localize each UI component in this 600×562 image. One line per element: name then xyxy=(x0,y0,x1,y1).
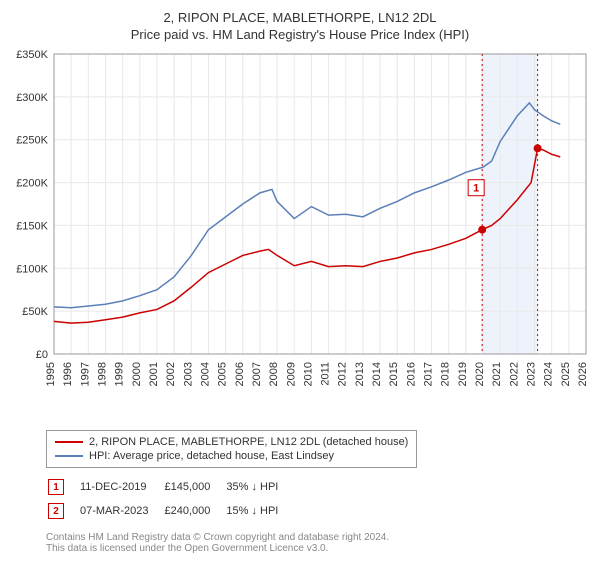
svg-text:2018: 2018 xyxy=(440,362,452,386)
svg-text:2026: 2026 xyxy=(577,362,589,386)
legend-item: 2, RIPON PLACE, MABLETHORPE, LN12 2DL (d… xyxy=(55,435,408,449)
svg-text:2003: 2003 xyxy=(182,362,194,386)
svg-text:1995: 1995 xyxy=(45,362,57,386)
svg-text:£200K: £200K xyxy=(16,178,48,190)
svg-text:2012: 2012 xyxy=(337,362,349,386)
legend-label: 2, RIPON PLACE, MABLETHORPE, LN12 2DL (d… xyxy=(89,436,408,448)
svg-text:£150K: £150K xyxy=(16,220,48,232)
svg-text:2009: 2009 xyxy=(285,362,297,386)
svg-text:2017: 2017 xyxy=(423,362,435,386)
svg-text:1999: 1999 xyxy=(114,362,126,386)
svg-text:£100K: £100K xyxy=(16,263,48,275)
svg-text:£250K: £250K xyxy=(16,135,48,147)
svg-text:£50K: £50K xyxy=(22,306,48,318)
svg-text:2006: 2006 xyxy=(234,362,246,386)
svg-text:2019: 2019 xyxy=(457,362,469,386)
marker-price: £145,000 xyxy=(164,476,224,498)
footer-line-2: This data is licensed under the Open Gov… xyxy=(46,543,592,554)
svg-text:1997: 1997 xyxy=(79,362,91,386)
svg-text:2001: 2001 xyxy=(148,362,160,386)
svg-text:1998: 1998 xyxy=(96,362,108,386)
marker-date: 11-DEC-2019 xyxy=(80,476,162,498)
svg-text:2020: 2020 xyxy=(474,362,486,386)
svg-text:2025: 2025 xyxy=(560,362,572,386)
svg-text:1: 1 xyxy=(473,183,479,195)
svg-text:£300K: £300K xyxy=(16,92,48,104)
svg-text:2014: 2014 xyxy=(371,362,383,386)
legend-label: HPI: Average price, detached house, East… xyxy=(89,450,334,462)
svg-text:2010: 2010 xyxy=(302,362,314,386)
svg-text:2024: 2024 xyxy=(543,362,555,386)
svg-text:2016: 2016 xyxy=(405,362,417,386)
svg-text:2002: 2002 xyxy=(165,362,177,386)
marker-number-box: 1 xyxy=(48,479,64,495)
svg-text:2013: 2013 xyxy=(354,362,366,386)
marker-date: 07-MAR-2023 xyxy=(80,500,162,522)
title-line-2: Price paid vs. HM Land Registry's House … xyxy=(8,27,592,42)
legend-swatch xyxy=(55,441,83,443)
svg-text:2023: 2023 xyxy=(526,362,538,386)
svg-text:2008: 2008 xyxy=(268,362,280,386)
svg-text:2004: 2004 xyxy=(199,362,211,386)
line-chart: £0 £50K £100K £150K £200K £250K £300K £350K 1995… xyxy=(8,44,592,424)
chart-container: £0 £50K £100K £150K £200K £250K £300K £350K 1995… xyxy=(8,44,592,424)
footer-line-1: Contains HM Land Registry data © Crown c… xyxy=(46,532,592,543)
marker-pct: 35% ↓ HPI xyxy=(226,476,292,498)
svg-text:2011: 2011 xyxy=(320,362,332,386)
footer: Contains HM Land Registry data © Crown c… xyxy=(46,532,592,554)
legend-swatch xyxy=(55,455,83,457)
svg-text:£350K: £350K xyxy=(16,49,48,61)
svg-text:£0: £0 xyxy=(36,349,48,361)
svg-text:2005: 2005 xyxy=(217,362,229,386)
marker-table: 1 11-DEC-2019£145,00035% ↓ HPI 2 07-MAR-202… xyxy=(46,474,294,524)
svg-text:2007: 2007 xyxy=(251,362,263,386)
marker-price: £240,000 xyxy=(164,500,224,522)
svg-text:2022: 2022 xyxy=(508,362,520,386)
legend: 2, RIPON PLACE, MABLETHORPE, LN12 2DL (d… xyxy=(46,430,417,468)
legend-item: HPI: Average price, detached house, East… xyxy=(55,449,408,463)
marker-pct: 15% ↓ HPI xyxy=(226,500,292,522)
svg-text:2021: 2021 xyxy=(491,362,503,386)
marker-row: 1 11-DEC-2019£145,00035% ↓ HPI xyxy=(48,476,292,498)
marker-number-box: 2 xyxy=(48,503,64,519)
svg-text:2000: 2000 xyxy=(131,362,143,386)
marker-row: 2 07-MAR-2023£240,00015% ↓ HPI xyxy=(48,500,292,522)
title-line-1: 2, RIPON PLACE, MABLETHORPE, LN12 2DL xyxy=(8,10,592,25)
svg-text:2015: 2015 xyxy=(388,362,400,386)
svg-text:1996: 1996 xyxy=(62,362,74,386)
